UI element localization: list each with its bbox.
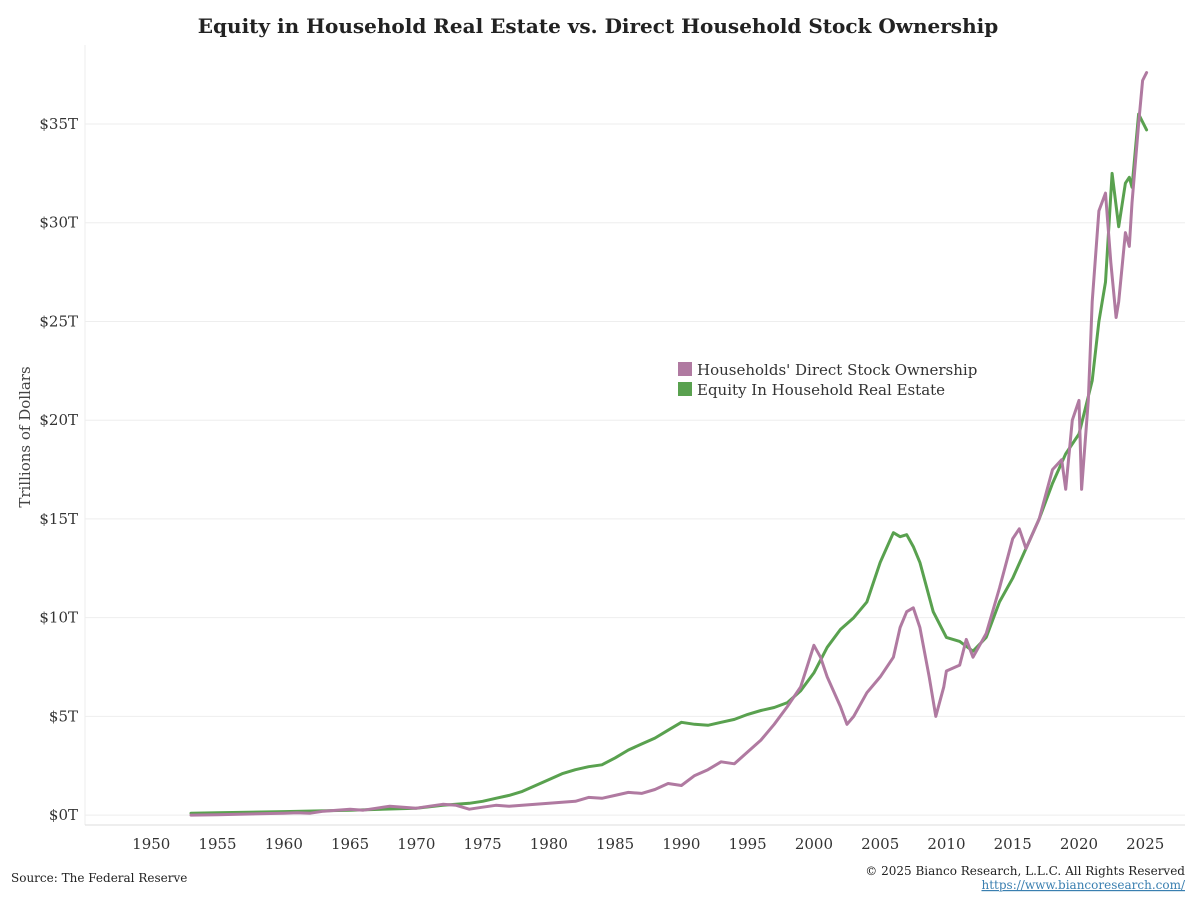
legend-label-real-estate: Equity In Household Real Estate	[697, 381, 945, 399]
legend-swatch-real-estate	[678, 382, 692, 396]
legend-item-stock[interactable]: Households' Direct Stock Ownership	[678, 361, 977, 379]
y-tick-label: $5T	[49, 707, 78, 725]
x-tick-label: 1950	[132, 835, 170, 853]
x-tick-label: 1990	[662, 835, 700, 853]
gridlines	[84, 45, 1185, 826]
series-line-real-estate-equity[interactable]	[189, 112, 1149, 815]
x-tick-label: 2015	[994, 835, 1032, 853]
y-tick-label: $0T	[49, 806, 78, 824]
x-tick-label: 2000	[795, 835, 833, 853]
legend-swatch-stock	[678, 362, 692, 376]
x-tick-label: 2020	[1060, 835, 1098, 853]
y-tick-label: $35T	[39, 115, 78, 133]
y-tick-label: $10T	[39, 609, 78, 627]
legend[interactable]: Households' Direct Stock Ownership Equit…	[678, 361, 977, 399]
x-axis-ticks: 1950 1955 1960 1965 1970 1975 1980 1985 1990 1995…	[132, 835, 1164, 853]
source-note: Source: The Federal Reserve	[11, 871, 187, 885]
x-tick-label: 1975	[463, 835, 501, 853]
copyright-note: © 2025 Bianco Research, L.L.C. All Right…	[865, 864, 1185, 878]
x-tick-label: 1995	[729, 835, 767, 853]
legend-item-real-estate[interactable]: Equity In Household Real Estate	[678, 381, 945, 399]
x-tick-label: 1985	[596, 835, 634, 853]
x-tick-label: 1955	[198, 835, 236, 853]
y-tick-label: $30T	[39, 214, 78, 232]
series-line-stock-ownership[interactable]	[189, 71, 1149, 817]
x-tick-label: 2010	[927, 835, 965, 853]
x-tick-label: 2025	[1126, 835, 1164, 853]
legend-label-stock: Households' Direct Stock Ownership	[697, 361, 977, 379]
y-axis-label: Trillions of Dollars	[16, 366, 34, 507]
x-tick-label: 1965	[331, 835, 369, 853]
x-tick-label: 2005	[861, 835, 899, 853]
website-link[interactable]: https://www.biancoresearch.com/	[981, 878, 1185, 892]
y-axis-ticks: $0T $5T $10T $15T $20T $25T $30T $35T	[39, 115, 78, 824]
y-tick-label: $15T	[39, 510, 78, 528]
chart-title: Equity in Household Real Estate vs. Dire…	[198, 14, 998, 38]
series-lines	[189, 71, 1149, 817]
y-tick-label: $20T	[39, 411, 78, 429]
x-tick-label: 1980	[530, 835, 568, 853]
y-tick-label: $25T	[39, 312, 78, 330]
x-tick-label: 1970	[397, 835, 435, 853]
x-tick-label: 1960	[265, 835, 303, 853]
